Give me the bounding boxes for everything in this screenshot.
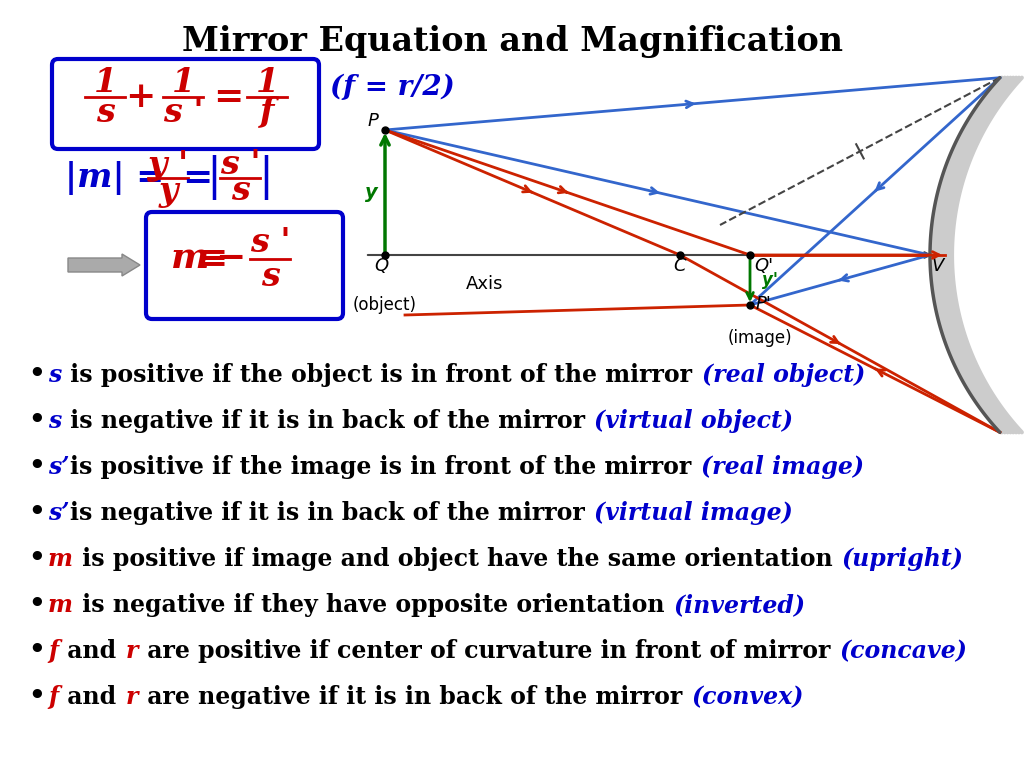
Text: •: • [28,638,45,664]
Text: =: = [213,80,243,114]
Text: s ': s ' [163,95,204,128]
Text: s: s [261,260,280,293]
FancyBboxPatch shape [146,212,343,319]
Text: •: • [28,408,45,434]
Text: V: V [932,257,944,275]
Text: (concave): (concave) [840,639,968,663]
Text: (object): (object) [353,296,417,314]
Text: is positive if image and object have the same orientation: is positive if image and object have the… [74,547,841,571]
Text: (upright): (upright) [842,547,964,571]
Text: •: • [28,362,45,388]
Text: Mirror Equation and Magnification: Mirror Equation and Magnification [181,25,843,58]
Text: (virtual image): (virtual image) [595,501,794,525]
Text: P: P [368,112,379,130]
Text: f: f [48,639,58,663]
Text: ≡: ≡ [197,241,227,275]
Text: 1: 1 [255,67,279,100]
Text: |: | [207,155,221,200]
Text: (inverted): (inverted) [674,593,806,617]
Text: •: • [28,454,45,480]
Text: s: s [48,363,61,387]
Text: s: s [230,174,250,207]
Text: r: r [126,685,138,709]
Text: f: f [48,685,58,709]
Text: 1: 1 [171,67,195,100]
Text: s ': s ' [220,148,260,181]
Text: −: − [215,241,245,275]
Text: s ': s ' [250,227,291,260]
Text: (real image): (real image) [701,455,864,479]
Text: (f = r/2): (f = r/2) [330,74,455,101]
Text: +: + [125,80,156,114]
Text: s: s [48,409,61,433]
Text: and: and [59,639,125,663]
Text: m: m [48,547,73,571]
Text: are positive if center of curvature in front of mirror: are positive if center of curvature in f… [139,639,839,663]
Text: =: = [182,161,212,195]
Text: Axis: Axis [466,275,504,293]
Text: C: C [674,257,686,275]
Text: •: • [28,592,45,618]
Text: m: m [171,241,209,275]
Text: |m| =: |m| = [65,161,164,195]
Text: is negative if they have opposite orientation: is negative if they have opposite orient… [74,593,673,617]
Text: •: • [28,684,45,710]
Text: r: r [126,639,138,663]
Text: is positive if the image is in front of the mirror: is positive if the image is in front of … [71,455,700,479]
Text: f: f [260,95,274,128]
Text: y': y' [762,271,778,289]
Text: is negative if it is in back of the mirror: is negative if it is in back of the mirr… [62,409,594,433]
Text: Q': Q' [754,257,773,275]
Text: •: • [28,500,45,526]
Text: y: y [365,183,378,201]
Text: s’: s’ [48,455,70,479]
FancyBboxPatch shape [52,59,319,149]
Text: (virtual object): (virtual object) [595,409,794,433]
Text: P': P' [756,295,772,313]
Text: s: s [95,95,115,128]
Text: 1: 1 [93,67,117,100]
Text: (real object): (real object) [701,363,864,387]
Text: (image): (image) [728,329,793,347]
Text: is positive if the object is in front of the mirror: is positive if the object is in front of… [62,363,700,387]
Text: are negative if it is in back of the mirror: are negative if it is in back of the mir… [139,685,690,709]
Text: •: • [28,546,45,572]
Text: and: and [59,685,125,709]
Text: s’: s’ [48,501,70,525]
Text: y ': y ' [147,148,188,181]
Text: |: | [258,155,273,200]
Text: m: m [48,593,73,617]
Text: (convex): (convex) [691,685,804,709]
Text: is negative if it is in back of the mirror: is negative if it is in back of the mirr… [71,501,594,525]
FancyArrow shape [68,254,140,276]
Text: y: y [159,174,178,207]
Text: Q: Q [374,257,388,275]
